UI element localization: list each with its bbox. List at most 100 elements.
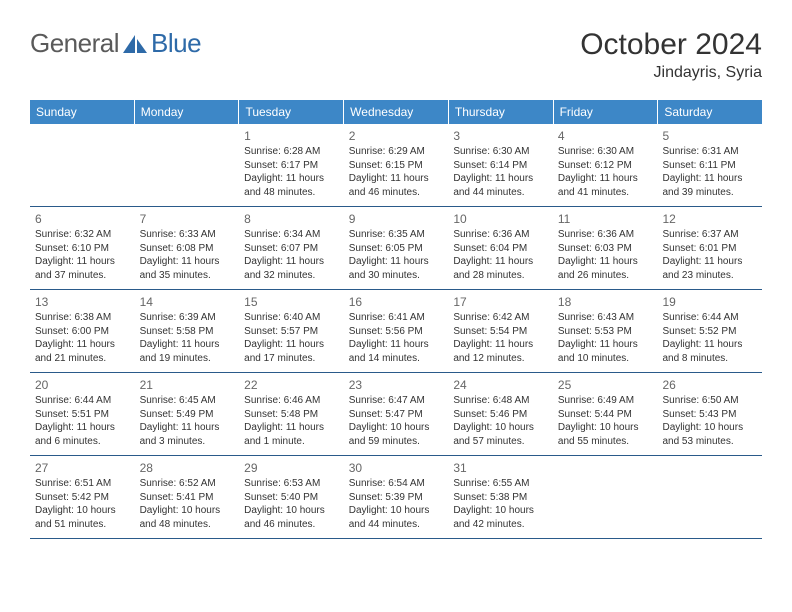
day-info-line: Sunrise: 6:42 AM	[453, 311, 548, 325]
day-info-line: Sunrise: 6:40 AM	[244, 311, 339, 325]
day-cell: 14Sunrise: 6:39 AMSunset: 5:58 PMDayligh…	[135, 290, 240, 372]
day-cell: 16Sunrise: 6:41 AMSunset: 5:56 PMDayligh…	[344, 290, 449, 372]
day-info-line: Daylight: 11 hours	[349, 338, 444, 352]
day-info-line: Daylight: 10 hours	[453, 504, 548, 518]
day-info-line: Sunrise: 6:44 AM	[35, 394, 130, 408]
day-cell: 6Sunrise: 6:32 AMSunset: 6:10 PMDaylight…	[30, 207, 135, 289]
day-info-line: Sunset: 6:10 PM	[35, 242, 130, 256]
day-cell: 18Sunrise: 6:43 AMSunset: 5:53 PMDayligh…	[553, 290, 658, 372]
day-info-line: Sunset: 5:46 PM	[453, 408, 548, 422]
day-info-line: Sunset: 6:07 PM	[244, 242, 339, 256]
day-number: 16	[349, 294, 444, 310]
day-number: 31	[453, 460, 548, 476]
day-info-line: Sunrise: 6:46 AM	[244, 394, 339, 408]
day-info-line: Daylight: 11 hours	[244, 255, 339, 269]
day-cell: 19Sunrise: 6:44 AMSunset: 5:52 PMDayligh…	[657, 290, 762, 372]
day-cell: 24Sunrise: 6:48 AMSunset: 5:46 PMDayligh…	[448, 373, 553, 455]
day-cell: 3Sunrise: 6:30 AMSunset: 6:14 PMDaylight…	[448, 124, 553, 206]
calendar-week: 27Sunrise: 6:51 AMSunset: 5:42 PMDayligh…	[30, 456, 762, 539]
day-info-line: Daylight: 11 hours	[453, 172, 548, 186]
calendar-head: SundayMondayTuesdayWednesdayThursdayFrid…	[30, 100, 762, 124]
day-info-line: Daylight: 11 hours	[558, 172, 653, 186]
day-info-line: Daylight: 11 hours	[662, 172, 757, 186]
day-info-line: and 57 minutes.	[453, 435, 548, 449]
day-info-line: and 51 minutes.	[35, 518, 130, 532]
day-info-line: Sunset: 6:15 PM	[349, 159, 444, 173]
day-cell: 25Sunrise: 6:49 AMSunset: 5:44 PMDayligh…	[553, 373, 658, 455]
day-info-line: Sunrise: 6:43 AM	[558, 311, 653, 325]
day-number: 7	[140, 211, 235, 227]
day-info-line: Daylight: 11 hours	[349, 172, 444, 186]
day-info-line: Daylight: 10 hours	[453, 421, 548, 435]
day-number: 14	[140, 294, 235, 310]
day-info-line: Sunset: 5:53 PM	[558, 325, 653, 339]
day-info-line: Sunrise: 6:54 AM	[349, 477, 444, 491]
day-info-line: Sunrise: 6:50 AM	[662, 394, 757, 408]
day-info-line: Sunset: 6:11 PM	[662, 159, 757, 173]
day-info-line: Sunrise: 6:38 AM	[35, 311, 130, 325]
day-info-line: Sunrise: 6:52 AM	[140, 477, 235, 491]
day-info-line: Sunrise: 6:45 AM	[140, 394, 235, 408]
day-info-line: Sunset: 6:03 PM	[558, 242, 653, 256]
day-cell: 5Sunrise: 6:31 AMSunset: 6:11 PMDaylight…	[657, 124, 762, 206]
day-info-line: and 19 minutes.	[140, 352, 235, 366]
day-info-line: and 53 minutes.	[662, 435, 757, 449]
day-info-line: Sunrise: 6:30 AM	[558, 145, 653, 159]
day-info-line: Daylight: 11 hours	[244, 172, 339, 186]
day-info-line: and 21 minutes.	[35, 352, 130, 366]
day-info-line: Sunset: 5:58 PM	[140, 325, 235, 339]
calendar-week: 20Sunrise: 6:44 AMSunset: 5:51 PMDayligh…	[30, 373, 762, 456]
day-info-line: and 12 minutes.	[453, 352, 548, 366]
day-info-line: and 55 minutes.	[558, 435, 653, 449]
day-number: 11	[558, 211, 653, 227]
day-info-line: Sunrise: 6:37 AM	[662, 228, 757, 242]
day-info-line: Daylight: 10 hours	[349, 504, 444, 518]
day-cell: 12Sunrise: 6:37 AMSunset: 6:01 PMDayligh…	[657, 207, 762, 289]
day-info-line: Sunrise: 6:28 AM	[244, 145, 339, 159]
day-number: 13	[35, 294, 130, 310]
day-info-line: and 23 minutes.	[662, 269, 757, 283]
day-info-line: and 59 minutes.	[349, 435, 444, 449]
day-info-line: Sunrise: 6:30 AM	[453, 145, 548, 159]
day-number: 29	[244, 460, 339, 476]
day-info-line: and 26 minutes.	[558, 269, 653, 283]
day-number: 9	[349, 211, 444, 227]
day-number: 28	[140, 460, 235, 476]
day-info-line: Daylight: 10 hours	[244, 504, 339, 518]
day-info-line: and 42 minutes.	[453, 518, 548, 532]
day-number: 21	[140, 377, 235, 393]
day-info-line: and 1 minute.	[244, 435, 339, 449]
day-cell: 15Sunrise: 6:40 AMSunset: 5:57 PMDayligh…	[239, 290, 344, 372]
day-info-line: and 32 minutes.	[244, 269, 339, 283]
day-info-line: and 44 minutes.	[453, 186, 548, 200]
day-number: 30	[349, 460, 444, 476]
empty-cell	[135, 124, 240, 206]
day-info-line: Sunrise: 6:31 AM	[662, 145, 757, 159]
day-cell: 27Sunrise: 6:51 AMSunset: 5:42 PMDayligh…	[30, 456, 135, 538]
day-info-line: and 48 minutes.	[140, 518, 235, 532]
day-number: 19	[662, 294, 757, 310]
day-info-line: Sunrise: 6:41 AM	[349, 311, 444, 325]
day-cell: 4Sunrise: 6:30 AMSunset: 6:12 PMDaylight…	[553, 124, 658, 206]
day-number: 12	[662, 211, 757, 227]
day-cell: 20Sunrise: 6:44 AMSunset: 5:51 PMDayligh…	[30, 373, 135, 455]
day-number: 23	[349, 377, 444, 393]
day-cell: 10Sunrise: 6:36 AMSunset: 6:04 PMDayligh…	[448, 207, 553, 289]
header-right: October 2024 Jindayris, Syria	[580, 28, 762, 82]
day-info-line: Daylight: 11 hours	[558, 255, 653, 269]
day-info-line: and 8 minutes.	[662, 352, 757, 366]
day-number: 26	[662, 377, 757, 393]
day-info-line: Sunrise: 6:33 AM	[140, 228, 235, 242]
day-info-line: Sunset: 5:44 PM	[558, 408, 653, 422]
day-info-line: and 35 minutes.	[140, 269, 235, 283]
day-number: 4	[558, 128, 653, 144]
day-info-line: Sunrise: 6:51 AM	[35, 477, 130, 491]
calendar-week: 6Sunrise: 6:32 AMSunset: 6:10 PMDaylight…	[30, 207, 762, 290]
day-number: 25	[558, 377, 653, 393]
logo-text-1: General	[30, 28, 119, 59]
logo-text-2: Blue	[151, 28, 201, 59]
day-info-line: Sunset: 6:12 PM	[558, 159, 653, 173]
day-info-line: Sunset: 6:00 PM	[35, 325, 130, 339]
day-cell: 9Sunrise: 6:35 AMSunset: 6:05 PMDaylight…	[344, 207, 449, 289]
day-info-line: and 37 minutes.	[35, 269, 130, 283]
